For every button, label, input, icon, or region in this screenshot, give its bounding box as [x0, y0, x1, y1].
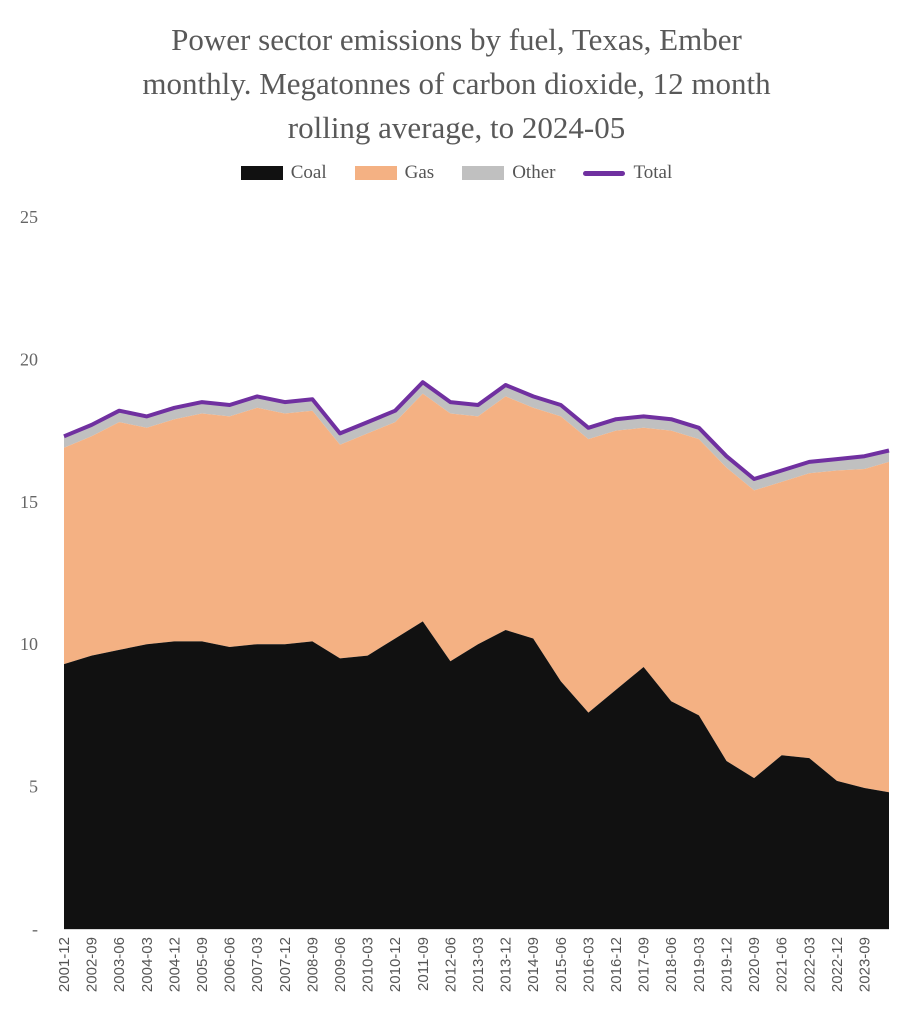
legend-label-total: Total	[633, 162, 673, 183]
legend-label-other: Other	[512, 162, 556, 183]
legend-item-other: Other	[462, 162, 555, 184]
legend-swatch-total	[583, 170, 626, 176]
y-axis-ticks: - 5 10 15 20 25	[20, 207, 38, 939]
legend-swatch-coal	[240, 166, 283, 180]
x-tick-label: 2008-09	[304, 937, 321, 992]
legend: Coal Gas Other Total	[0, 162, 913, 184]
legend-swatch-other	[462, 166, 505, 180]
x-tick-label: 2007-12	[277, 937, 294, 992]
x-tick-label: 2009-06	[332, 937, 349, 992]
legend-label-gas: Gas	[404, 162, 435, 183]
legend-item-gas: Gas	[354, 162, 435, 184]
title-line-2: monthly. Megatonnes of carbon dioxide, 1…	[142, 66, 771, 101]
x-tick-label: 2016-12	[608, 937, 625, 992]
line-layers	[63, 380, 890, 481]
x-tick-label: 2006-06	[222, 937, 239, 992]
x-tick-label: 2002-09	[84, 937, 101, 992]
x-tick-label: 2018-06	[663, 937, 680, 992]
area-gas	[64, 393, 889, 793]
x-tick-label: 2019-12	[719, 937, 736, 992]
legend-label-coal: Coal	[290, 162, 327, 183]
x-tick-label: 2013-03	[470, 937, 487, 992]
title-line-1: Power sector emissions by fuel, Texas, E…	[171, 22, 742, 57]
area-layers	[64, 382, 889, 929]
x-tick-label: 2017-09	[636, 937, 653, 992]
legend-item-coal: Coal	[240, 162, 327, 184]
y-tick-label: 5	[29, 777, 38, 797]
x-tick-label: 2003-06	[111, 937, 128, 992]
x-tick-label: 2020-09	[746, 937, 763, 992]
x-tick-label: 2010-03	[360, 937, 377, 992]
x-tick-label: 2014-09	[525, 937, 542, 992]
title-line-3: rolling average, to 2024-05	[287, 110, 626, 145]
x-tick-label: 2001-12	[56, 937, 73, 992]
x-axis-ticks: 2001-12 2002-09 2003-06 2004-03 2004-12 2005-…	[56, 937, 874, 992]
x-tick-label: 2021-06	[774, 937, 791, 992]
y-tick-label: 25	[20, 207, 38, 227]
y-tick-label: 20	[20, 349, 38, 369]
y-tick-label: -	[32, 919, 38, 939]
y-tick-label: 15	[20, 492, 38, 512]
x-tick-label: 2005-09	[194, 937, 211, 992]
x-tick-label: 2010-12	[387, 937, 404, 992]
x-tick-label: 2015-06	[553, 937, 570, 992]
legend-swatch-gas	[354, 166, 397, 180]
x-tick-label: 2022-03	[801, 937, 818, 992]
area-other	[64, 382, 889, 491]
x-tick-label: 2004-12	[166, 937, 183, 992]
chart-title: Power sector emissions by fuel, Texas, E…	[0, 18, 913, 150]
x-tick-label: 2011-09	[415, 937, 432, 991]
x-tick-label: 2004-03	[139, 937, 156, 992]
x-tick-label: 2013-12	[498, 937, 515, 992]
legend-item-total: Total	[583, 162, 672, 184]
x-tick-label: 2007-03	[249, 937, 266, 992]
y-tick-label: 10	[20, 634, 38, 654]
x-tick-label: 2023-09	[857, 937, 874, 992]
area-coal	[64, 621, 889, 929]
x-tick-label: 2019-03	[691, 937, 708, 992]
x-tick-label: 2022-12	[829, 937, 846, 992]
x-tick-label: 2012-06	[442, 937, 459, 992]
x-tick-label: 2016-03	[580, 937, 597, 992]
